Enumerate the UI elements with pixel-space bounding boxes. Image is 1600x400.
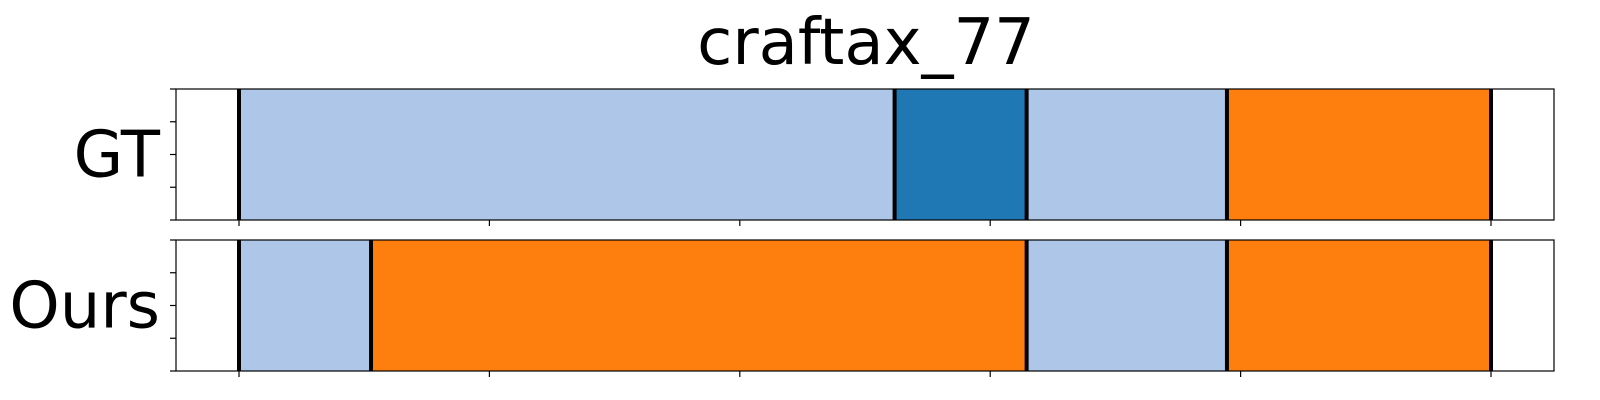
- chart-title: craftax_77: [697, 6, 1035, 80]
- segment-ours-3: [1226, 240, 1491, 371]
- segment-gt-1: [894, 89, 1027, 220]
- segment-ours-2: [1026, 240, 1227, 371]
- segment-ours-1: [371, 240, 1027, 371]
- rows-layer: GT Ours: [9, 88, 1555, 377]
- segment-gt-0: [239, 89, 895, 220]
- row-gt: GT: [74, 88, 1555, 226]
- segment-ours-0: [239, 240, 372, 371]
- segment-gt-2: [1026, 89, 1227, 220]
- row-label-gt: GT: [74, 119, 161, 193]
- segment-gt-3: [1226, 89, 1491, 220]
- row-label-ours: Ours: [9, 270, 160, 344]
- row-ours: Ours: [9, 239, 1555, 377]
